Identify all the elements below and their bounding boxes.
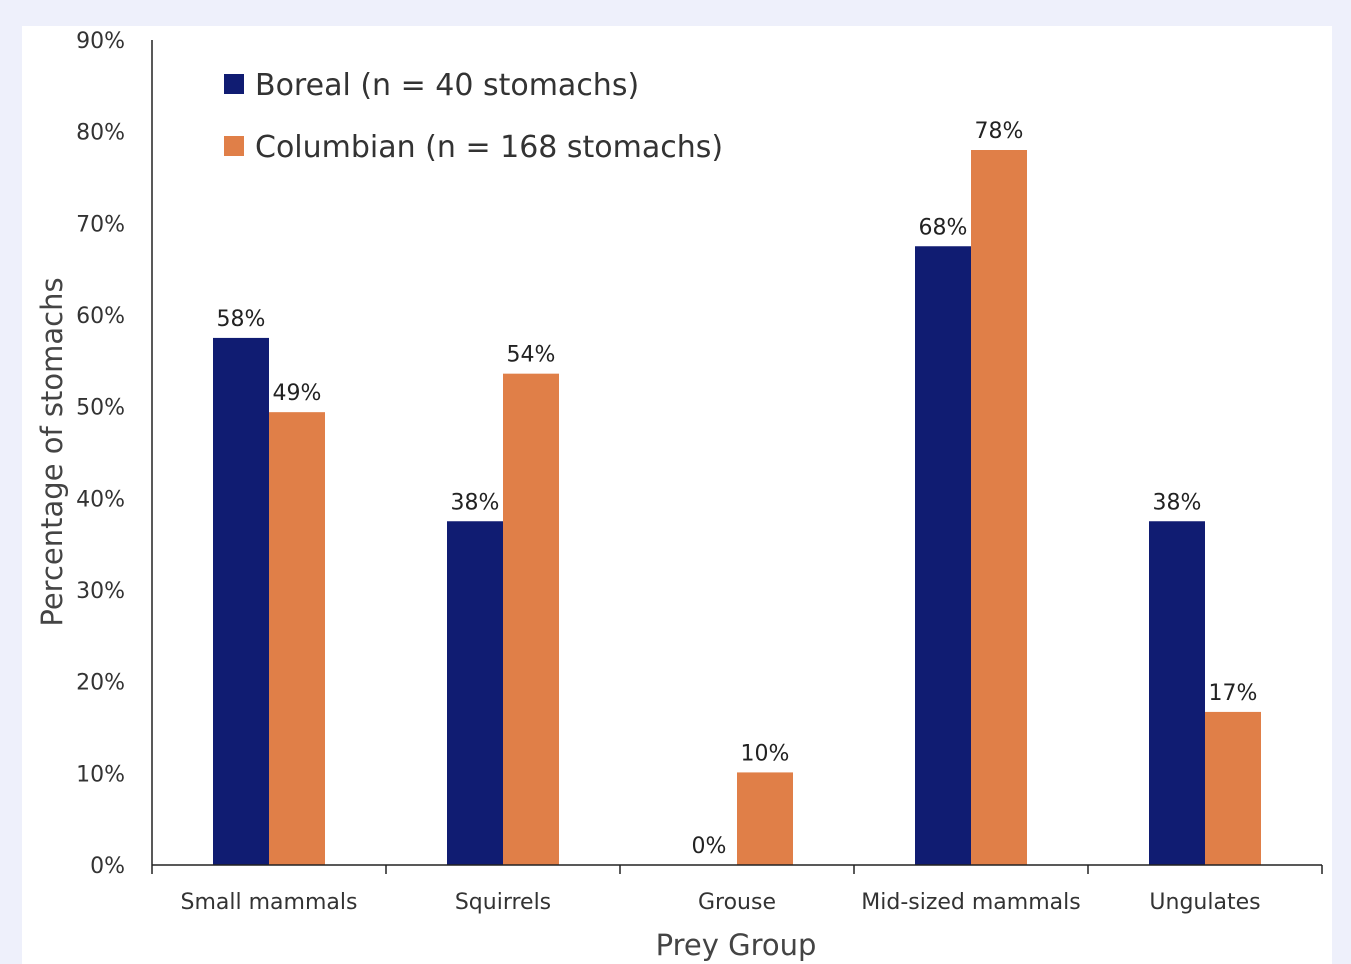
y-tick-label: 20% [76,671,125,696]
y-tick-label: 30% [76,579,125,604]
bar [1205,711,1261,865]
y-tick-label: 90% [76,29,125,54]
data-label: 58% [217,307,266,332]
bar [915,246,971,865]
x-axis-ticks: Small mammals Squirrels Grouse Mid-sized ma… [151,865,1323,915]
bar [213,337,269,866]
legend-swatch [224,136,244,156]
x-tick-label: Grouse [698,890,776,915]
legend-label: Columbian (n = 168 stomachs) [255,130,723,165]
bar [737,772,793,865]
y-tick-label: 80% [76,121,125,146]
y-axis-ticks: 0% 10% 20% 30% 40% 50% 60% 70% 80% 90% [76,29,125,879]
y-axis-title: Percentage of stomachs [35,277,69,626]
y-tick-label: 70% [76,212,125,237]
data-label: 10% [741,741,790,766]
bars [213,150,1261,866]
data-label: 68% [919,215,968,240]
bar [971,150,1027,865]
data-label: 17% [1209,681,1258,706]
y-tick-label: 50% [76,396,125,421]
data-label: 38% [451,490,500,515]
legend-swatch [224,74,244,94]
bar [503,373,559,865]
y-tick-label: 10% [76,762,125,787]
axes [151,40,1322,866]
data-label: 54% [507,343,556,368]
legend-label: Boreal (n = 40 stomachs) [255,68,639,103]
x-axis-title: Prey Group [656,928,817,962]
y-tick-label: 60% [76,304,125,329]
y-tick-label: 40% [76,487,125,512]
data-label: 49% [273,381,322,406]
x-tick-label: Mid-sized mammals [861,890,1080,915]
x-tick-label: Squirrels [455,890,551,915]
y-tick-label: 0% [90,854,125,879]
bar [1149,521,1205,865]
legend: Boreal (n = 40 stomachs) Columbian (n = 1… [224,68,723,165]
data-label: 78% [975,119,1024,144]
bar [447,521,503,865]
x-tick-label: Ungulates [1149,890,1260,915]
data-label: 0% [692,834,727,859]
bar [269,412,325,865]
data-labels: 58% 49% 38% 54% 0% 10% 68% 78% 38% 17% [217,119,1258,859]
x-tick-label: Small mammals [181,890,358,915]
data-label: 38% [1153,490,1202,515]
